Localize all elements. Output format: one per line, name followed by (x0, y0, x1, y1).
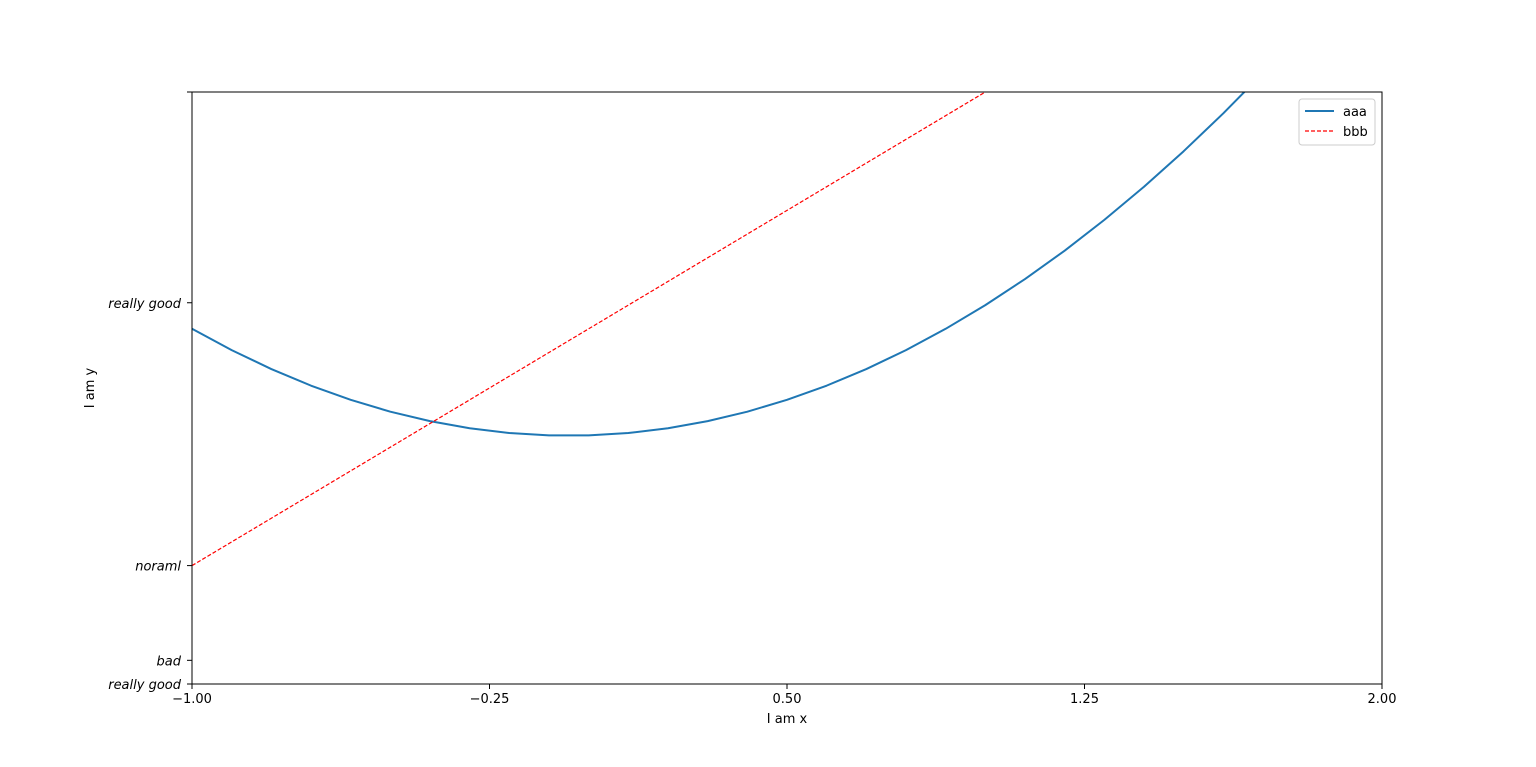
legend-label-aaa: aaa (1343, 105, 1367, 120)
x-tick-label: 0.50 (773, 692, 802, 707)
y-tick-label: bad (157, 654, 182, 669)
series-layer (192, 92, 1246, 567)
y-axis-label: I am y (83, 367, 98, 408)
series-line-aaa (192, 92, 1246, 437)
y-tick-label: noraml (135, 560, 181, 575)
y-axis-ticks: really good bad noraml really good (108, 91, 192, 693)
y-tick-label: really good (108, 297, 182, 312)
legend-label-bbb: bbb (1343, 125, 1368, 140)
x-axis-ticks: −1.00 −0.25 0.50 1.25 2.00 (172, 684, 1396, 707)
x-tick-label: 1.25 (1070, 692, 1099, 707)
x-tick-label: 2.00 (1368, 692, 1397, 707)
series-line-bbb (192, 92, 987, 567)
x-tick-label: −0.25 (470, 692, 510, 707)
x-tick-label: −1.00 (172, 692, 212, 707)
y-tick-label: really good (108, 678, 182, 693)
x-axis-label: I am x (767, 712, 808, 727)
legend: aaa bbb (1298, 98, 1376, 146)
